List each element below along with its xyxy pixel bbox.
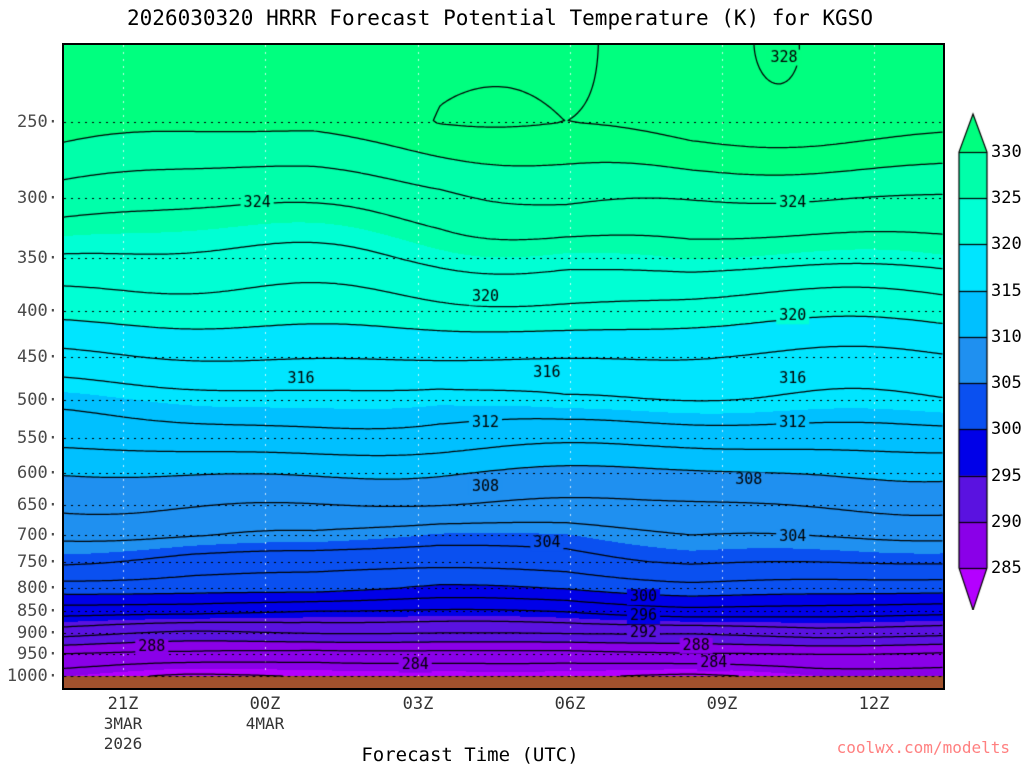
colorbar-tick-310: 310 bbox=[991, 326, 1022, 347]
page-title: 2026030320 HRRR Forecast Potential Tempe… bbox=[127, 6, 873, 30]
x-tick-12Z: 12Z bbox=[858, 694, 890, 714]
colorbar-tick-315: 315 bbox=[991, 280, 1022, 301]
y-axis: 250· 300· 350· 400· 450· 500· 550· 600· 650· 700·… bbox=[0, 0, 58, 768]
y-tick-850: 850· bbox=[17, 601, 58, 621]
y-tick-250: 250· bbox=[17, 112, 58, 132]
colorbar-tick-325: 325 bbox=[991, 188, 1022, 209]
y-tick-600: 600· bbox=[17, 463, 58, 483]
x-tick-09Z: 09Z bbox=[706, 694, 738, 714]
y-tick-550: 550· bbox=[17, 428, 58, 448]
colorbar-tick-320: 320 bbox=[991, 234, 1022, 255]
x-tick-06Z: 06Z bbox=[554, 694, 586, 714]
x-tick-03Z: 03Z bbox=[402, 694, 434, 714]
x-tick-00Z: 00Z 4MAR bbox=[245, 694, 285, 733]
watermark: coolwx.com/modelts bbox=[836, 738, 1010, 757]
colorbar-gradient bbox=[957, 110, 1023, 610]
x-tick-21Z: 21Z 3MAR 2026 bbox=[103, 694, 143, 753]
y-tick-950: 950· bbox=[17, 644, 58, 664]
x-axis: 21Z 3MAR 2026 00Z 4MAR 03Z 06Z 09Z 12Z bbox=[0, 694, 1024, 753]
y-tick-400: 400· bbox=[17, 301, 58, 321]
colorbar-tick-285: 285 bbox=[991, 558, 1022, 578]
y-tick-1000: 1000· bbox=[6, 666, 58, 686]
y-tick-500: 500· bbox=[17, 390, 58, 410]
y-tick-650: 650· bbox=[17, 495, 58, 515]
colorbar-tick-295: 295 bbox=[991, 465, 1022, 486]
y-tick-300: 300· bbox=[17, 188, 58, 208]
colorbar-tick-300: 300 bbox=[991, 419, 1022, 440]
y-tick-450: 450· bbox=[17, 347, 58, 367]
colorbar-tick-290: 290 bbox=[991, 511, 1022, 532]
y-tick-350: 350· bbox=[17, 248, 58, 268]
y-tick-750: 750· bbox=[17, 552, 58, 572]
plot-area bbox=[62, 43, 945, 690]
colorbar: 330 325 320 315 310 305 300 295 290 285 bbox=[957, 110, 1023, 610]
y-tick-800: 800· bbox=[17, 578, 58, 598]
x-axis-title: Forecast Time (UTC) bbox=[361, 744, 579, 766]
colorbar-tick-305: 305 bbox=[991, 373, 1022, 394]
colorbar-tick-330: 330 bbox=[991, 142, 1022, 162]
contour-plot-canvas bbox=[64, 45, 943, 688]
y-tick-700: 700· bbox=[17, 525, 58, 545]
y-tick-900: 900· bbox=[17, 623, 58, 643]
